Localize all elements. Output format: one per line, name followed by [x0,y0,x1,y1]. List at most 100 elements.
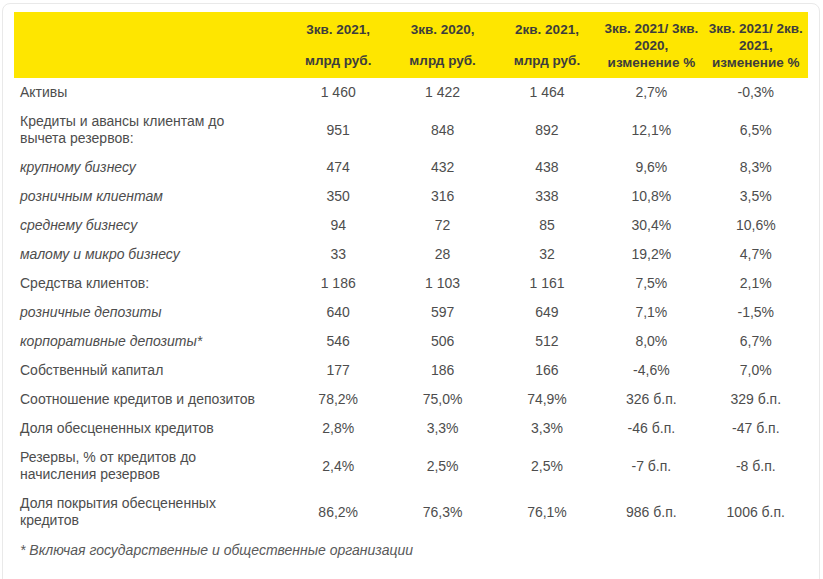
cell-value: 2,8% [286,414,390,443]
cell-value: 186 [390,356,494,385]
header-col-change-yoy-lines: 3кв. 2021/ 3кв. 2020, изменение % [599,20,703,71]
table-row: Резервы, % от кредитов до начисления рез… [14,443,808,489]
cell-value: 986 б.п. [599,489,703,535]
header-col-3q2020: 3кв. 2020, млрд руб. [390,12,494,78]
cell-value: 8,3% [704,153,808,182]
table-row: Соотношение кредитов и депозитов78,2%75,… [14,385,808,414]
cell-value: 1 464 [495,78,599,107]
table-footnote: * Включая государственные и общественные… [14,542,808,558]
table-row: Доля покрытия обесцененных кредитов86,2%… [14,489,808,535]
row-label: розничным клиентам [14,182,286,211]
row-label: корпоративные депозиты* [14,327,286,356]
row-label: Активы [14,78,286,107]
cell-value: 19,2% [599,240,703,269]
table-row: Средства клиентов:1 1861 1031 1617,5%2,1… [14,269,808,298]
cell-value: 640 [286,298,390,327]
cell-value: -1,5% [704,298,808,327]
row-label: Доля покрытия обесцененных кредитов [14,489,286,535]
table-row: розничным клиентам35031633810,8%3,5% [14,182,808,211]
table-row: розничные депозиты6405976497,1%-1,5% [14,298,808,327]
row-label: розничные депозиты [14,298,286,327]
cell-value: 78,2% [286,385,390,414]
cell-value: 2,4% [286,443,390,489]
cell-value: 3,3% [495,414,599,443]
row-label: Кредиты и авансы клиентам до вычета резе… [14,107,286,153]
cell-value: 28 [390,240,494,269]
header-line: 3кв. 2021/ 3кв. [604,20,698,37]
cell-value: 512 [495,327,599,356]
table-row: малому и микро бизнесу33283219,2%4,7% [14,240,808,269]
cell-value: 474 [286,153,390,182]
cell-value: 432 [390,153,494,182]
financial-results-table-container: 3кв. 2021, млрд руб. 3кв. 2020, млрд руб… [14,12,808,558]
cell-value: 30,4% [599,211,703,240]
cell-value: 1 103 [390,269,494,298]
cell-value: 33 [286,240,390,269]
cell-value: 12,1% [599,107,703,153]
header-line: 2020, [634,37,668,54]
cell-value: 2,5% [495,443,599,489]
cell-value: 1 460 [286,78,390,107]
header-col-change-qoq-lines: 3кв. 2021/ 2кв. 2021, изменение % [704,20,808,71]
header-line: 2кв. 2021, [515,22,579,38]
header-line: 3кв. 2021/ 2кв. [709,20,803,37]
cell-value: 10,6% [704,211,808,240]
cell-value: 1 186 [286,269,390,298]
header-line: изменение % [712,54,800,71]
cell-value: 4,7% [704,240,808,269]
cell-value: 166 [495,356,599,385]
table-row: Активы1 4601 4221 4642,7%-0,3% [14,78,808,107]
cell-value: 6,5% [704,107,808,153]
cell-value: 1006 б.п. [704,489,808,535]
row-label: Доля обесцененных кредитов [14,414,286,443]
cell-value: 892 [495,107,599,153]
row-label: среднему бизнесу [14,211,286,240]
cell-value: 546 [286,327,390,356]
cell-value: 506 [390,327,494,356]
cell-value: 7,1% [599,298,703,327]
cell-value: 3,3% [390,414,494,443]
header-col-3q2020-lines: 3кв. 2020, млрд руб. [390,22,494,69]
table-row: корпоративные депозиты*5465065128,0%6,7% [14,327,808,356]
table-row: крупному бизнесу4744324389,6%8,3% [14,153,808,182]
header-col-change-yoy: 3кв. 2021/ 3кв. 2020, изменение % [599,12,703,78]
header-col-3q2021: 3кв. 2021, млрд руб. [286,12,390,78]
cell-value: -4,6% [599,356,703,385]
header-line: млрд руб. [409,53,475,69]
cell-value: 316 [390,182,494,211]
table-header-row: 3кв. 2021, млрд руб. 3кв. 2020, млрд руб… [14,12,808,78]
header-empty-cell [14,12,286,78]
cell-value: 76,3% [390,489,494,535]
cell-value: 3,5% [704,182,808,211]
cell-value: -7 б.п. [599,443,703,489]
cell-value: 350 [286,182,390,211]
header-line: 3кв. 2020, [411,22,475,38]
cell-value: 2,7% [599,78,703,107]
cell-value: 85 [495,211,599,240]
header-line: млрд руб. [514,53,580,69]
cell-value: 951 [286,107,390,153]
cell-value: 9,6% [599,153,703,182]
header-col-2q2021-lines: 2кв. 2021, млрд руб. [495,22,599,69]
cell-value: 72 [390,211,494,240]
cell-value: 75,0% [390,385,494,414]
cell-value: 86,2% [286,489,390,535]
cell-value: 32 [495,240,599,269]
cell-value: 1 422 [390,78,494,107]
row-label: Соотношение кредитов и депозитов [14,385,286,414]
cell-value: 7,5% [599,269,703,298]
table-row: Кредиты и авансы клиентам до вычета резе… [14,107,808,153]
financial-results-table: 3кв. 2021, млрд руб. 3кв. 2020, млрд руб… [14,12,808,535]
header-line: 3кв. 2021, [306,22,370,38]
cell-value: 74,9% [495,385,599,414]
cell-value: 338 [495,182,599,211]
cell-value: 438 [495,153,599,182]
cell-value: 94 [286,211,390,240]
row-label: Средства клиентов: [14,269,286,298]
table-row: среднему бизнесу94728530,4%10,6% [14,211,808,240]
table-row: Собственный капитал177186166-4,6%7,0% [14,356,808,385]
cell-value: 8,0% [599,327,703,356]
table-body: Активы1 4601 4221 4642,7%-0,3%Кредиты и … [14,78,808,535]
cell-value: 76,1% [495,489,599,535]
row-label: малому и микро бизнесу [14,240,286,269]
